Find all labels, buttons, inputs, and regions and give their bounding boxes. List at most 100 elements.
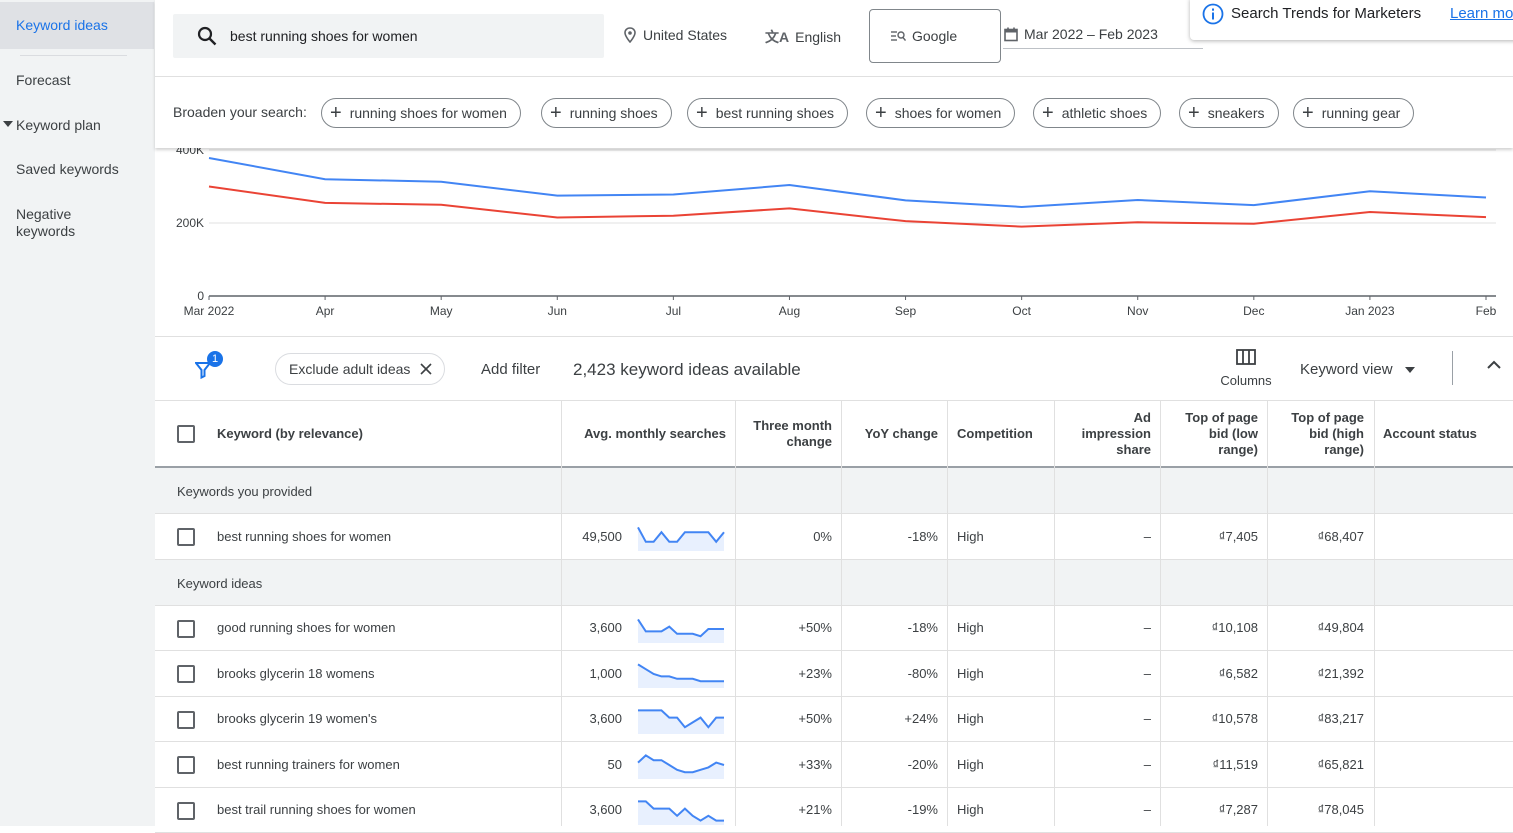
header-three-month[interactable]: Three month change [735, 401, 841, 467]
broaden-chip[interactable]: +sneakers [1179, 98, 1279, 128]
exclude-adult-label: Exclude adult ideas [289, 361, 410, 377]
avg-searches-cell: 3,600 [561, 697, 631, 741]
header-competition[interactable]: Competition [948, 401, 1054, 467]
yoy-cell: -20% [841, 742, 947, 786]
broaden-chip[interactable]: +running shoes for women [321, 98, 521, 128]
network-search-icon [890, 30, 906, 42]
chip-label: best running shoes [716, 105, 834, 121]
header-keyword[interactable]: Keyword (by relevance) [208, 401, 548, 467]
caret-down-icon[interactable] [3, 121, 13, 127]
sparkline-area [638, 527, 724, 551]
ad-impression-cell: – [1054, 651, 1160, 695]
translate-icon: 文A [765, 27, 789, 47]
row-checkbox[interactable] [177, 528, 195, 546]
keyword-view-dropdown[interactable]: Keyword view [1300, 361, 1415, 378]
keyword-cell: best trail running shoes for women [208, 788, 548, 832]
three-month-cell: +50% [735, 606, 841, 650]
broaden-chip[interactable]: +running gear [1293, 98, 1414, 128]
calendar-icon [1004, 27, 1018, 42]
header-bid-low[interactable]: Top of page bid (low range) [1161, 401, 1267, 467]
y-tick-label: 0 [197, 289, 204, 303]
location-filter[interactable]: United States [623, 27, 727, 43]
trend-sparkline [637, 523, 725, 551]
competition-cell: High [948, 514, 1054, 558]
x-tick-label: Jun [548, 304, 567, 318]
header-yoy[interactable]: YoY change [841, 401, 947, 467]
column-divider [735, 400, 736, 826]
sidebar-item-forecast[interactable]: Forecast [16, 72, 70, 89]
broaden-chip[interactable]: +shoes for women [866, 98, 1015, 128]
row-checkbox[interactable] [177, 620, 195, 638]
bid-high-cell: ₫78,045 [1267, 788, 1373, 832]
date-range-filter[interactable]: Mar 2022 – Feb 2023 [1004, 26, 1158, 42]
search-icon [197, 26, 217, 46]
exclude-adult-chip[interactable]: Exclude adult ideas [275, 353, 445, 385]
chip-label: running shoes [570, 105, 658, 121]
row-checkbox[interactable] [177, 665, 195, 683]
language-filter[interactable]: 文A English [765, 27, 841, 47]
keyword-cell: brooks glycerin 19 women's [208, 697, 548, 741]
three-month-cell: +23% [735, 651, 841, 695]
bid-low-cell: ₫7,405 [1161, 514, 1267, 558]
x-tick-label: Mar 2022 [184, 304, 235, 318]
header-avg-monthly[interactable]: Avg. monthly searches [561, 401, 735, 467]
plus-icon: + [696, 103, 708, 123]
sidebar: Keyword ideas Forecast Keyword plan Save… [0, 0, 155, 826]
trend-sparkline [637, 797, 725, 825]
filter-bar: 1 Exclude adult ideas Add filter 2,423 k… [155, 336, 1513, 400]
competition-cell: High [948, 697, 1054, 741]
avg-searches-cell: 3,600 [561, 788, 631, 832]
avg-searches-cell: 3,600 [561, 606, 631, 650]
header-bid-high[interactable]: Top of page bid (high range) [1267, 401, 1373, 467]
keyword-count: 2,423 keyword ideas available [573, 360, 801, 380]
sidebar-item-keyword-ideas[interactable]: Keyword ideas [0, 2, 154, 49]
search-input[interactable]: best running shoes for women [173, 14, 604, 58]
bid-high-cell: ₫68,407 [1267, 514, 1373, 558]
section-ideas: Keyword ideas [155, 560, 1513, 606]
keyword-cell: best running trainers for women [208, 742, 548, 786]
sidebar-item-saved-keywords[interactable]: Saved keywords [16, 161, 119, 178]
yoy-cell: -80% [841, 651, 947, 695]
section-label: Keywords you provided [177, 484, 312, 499]
x-tick-label: Nov [1127, 304, 1148, 318]
broaden-chip[interactable]: + best running shoes [687, 98, 848, 128]
add-filter-button[interactable]: Add filter [481, 361, 540, 378]
header-ad-impression[interactable]: Ad impression share [1054, 401, 1160, 467]
table-header: Keyword (by relevance) Avg. monthly sear… [155, 400, 1513, 468]
learn-more-link[interactable]: Learn more [1450, 5, 1513, 22]
broaden-chip[interactable]: +running shoes [541, 98, 672, 128]
broaden-chip[interactable]: +athletic shoes [1033, 98, 1161, 128]
ad-impression-cell: – [1054, 514, 1160, 558]
select-all-checkbox[interactable] [177, 425, 195, 443]
avg-searches-cell: 1,000 [561, 651, 631, 695]
bid-high-cell: ₫49,804 [1267, 606, 1373, 650]
network-filter[interactable]: Google [869, 9, 1001, 63]
row-checkbox[interactable] [177, 711, 195, 729]
bid-low-cell: ₫11,519 [1161, 742, 1267, 786]
row-checkbox[interactable] [177, 802, 195, 820]
column-divider [1374, 400, 1375, 826]
sidebar-item-label: Keyword ideas [16, 17, 108, 33]
dropdown-arrow-icon [1405, 367, 1415, 373]
close-icon[interactable] [420, 363, 432, 375]
search-query: best running shoes for women [230, 28, 418, 44]
bid-high-cell: ₫65,821 [1267, 742, 1373, 786]
keyword-cell: good running shoes for women [208, 606, 548, 650]
sidebar-item-keyword-plan[interactable]: Keyword plan [16, 117, 101, 134]
plus-icon: + [1302, 103, 1314, 123]
competition-cell: High [948, 742, 1054, 786]
sidebar-item-negative-keywords[interactable]: Negative keywords [16, 206, 96, 240]
language-label: English [795, 29, 841, 45]
chevron-up-icon[interactable] [1486, 359, 1502, 369]
row-checkbox[interactable] [177, 756, 195, 774]
header-account-status[interactable]: Account status [1374, 401, 1513, 467]
columns-button[interactable]: Columns [1218, 347, 1274, 388]
